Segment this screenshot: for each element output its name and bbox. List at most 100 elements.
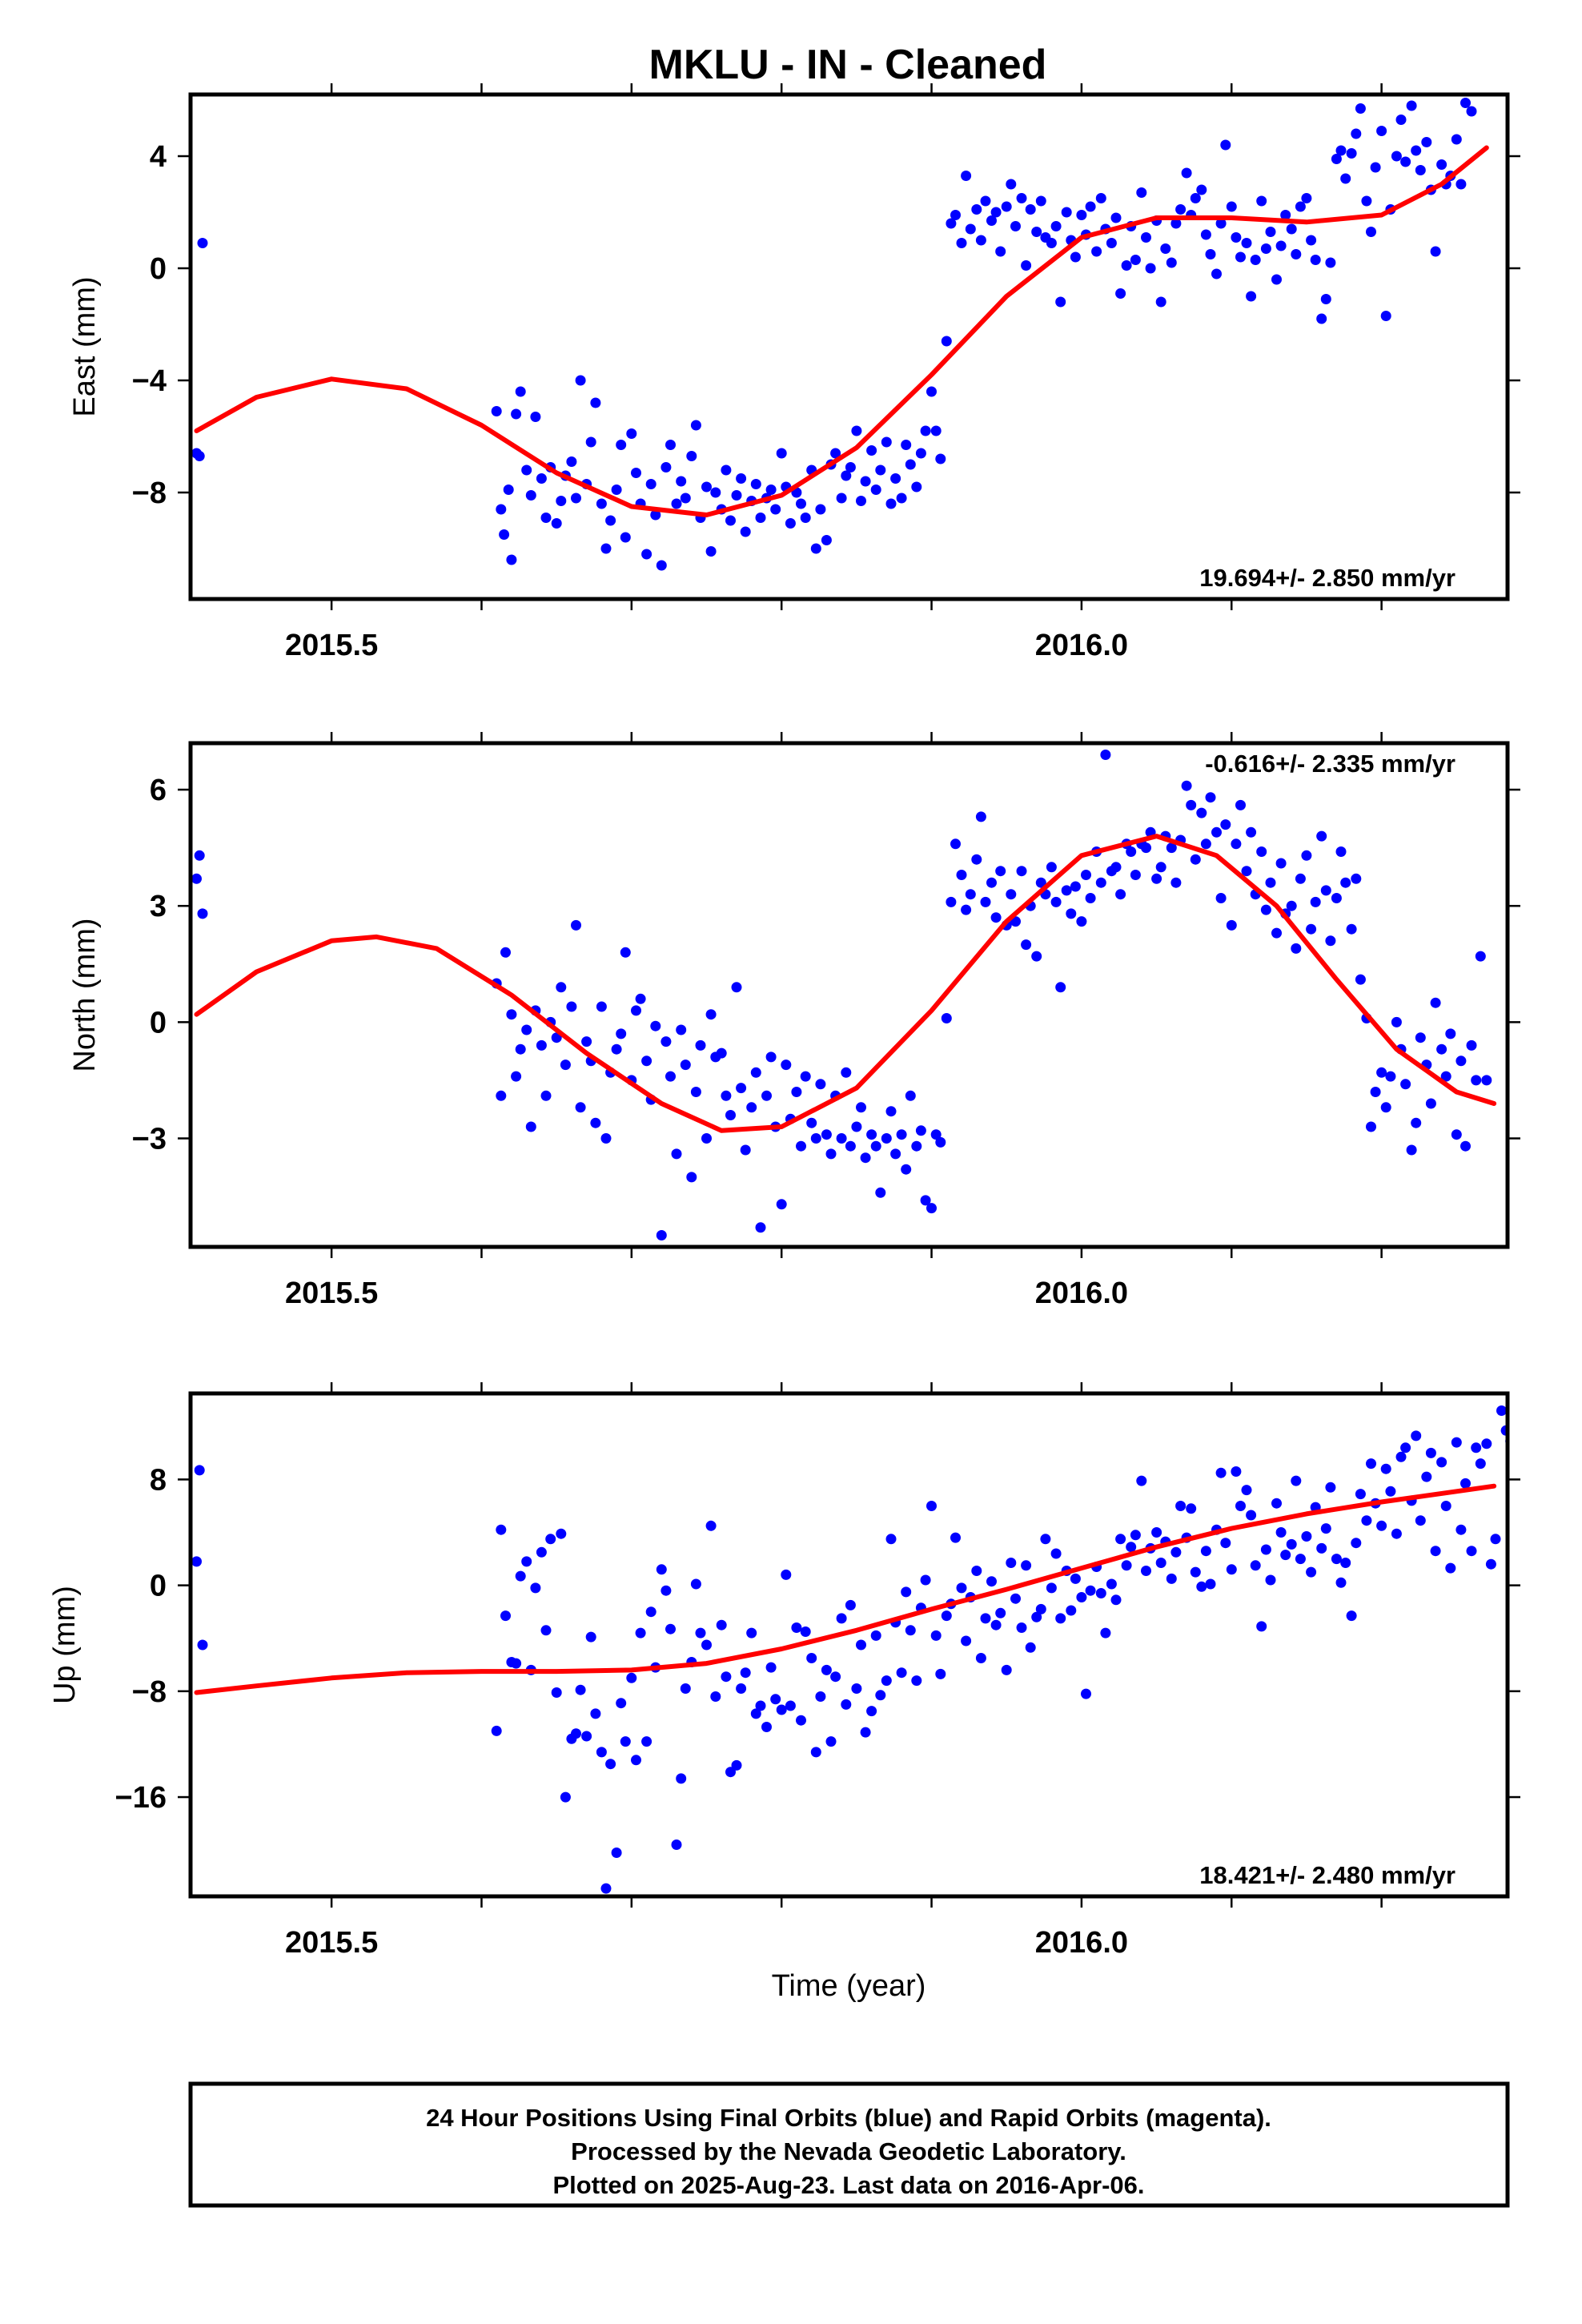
north-data-point <box>525 1121 536 1132</box>
up-data-point <box>856 1639 866 1651</box>
north-data-point <box>901 1164 912 1175</box>
north-data-point <box>930 1129 942 1140</box>
up-data-point <box>1291 1475 1302 1486</box>
north-data-point <box>1295 873 1306 884</box>
north-data-point <box>915 1125 926 1136</box>
north-data-point <box>631 1005 641 1016</box>
east-data-point <box>197 238 208 248</box>
east-data-point <box>1246 291 1257 302</box>
north-plot-frame <box>188 741 1510 1249</box>
east-data-point <box>1175 204 1186 215</box>
up-data-point <box>1376 1520 1387 1531</box>
up-y-tick-label: 0 <box>150 1570 167 1603</box>
up-data-point <box>1335 1577 1347 1588</box>
north-data-point <box>1271 927 1282 939</box>
up-data-point <box>870 1630 881 1641</box>
up-data-point <box>851 1683 862 1694</box>
east-data-point <box>515 386 526 397</box>
east-data-point <box>995 246 1006 257</box>
east-data-point <box>506 554 517 565</box>
up-data-point <box>995 1607 1006 1618</box>
up-data-point <box>776 1704 787 1715</box>
east-plot-frame <box>188 92 1510 601</box>
up-data-point <box>575 1684 586 1695</box>
up-data-point <box>971 1566 982 1576</box>
up-data-point <box>986 1576 997 1587</box>
up-data-point <box>1226 1564 1237 1575</box>
east-data-point <box>1166 257 1177 268</box>
up-data-point <box>841 1699 852 1710</box>
north-data-point <box>695 1039 706 1051</box>
east-data-point <box>990 207 1002 218</box>
east-data-point <box>194 451 205 461</box>
north-data-point <box>1215 893 1227 903</box>
north-data-point <box>1046 862 1057 873</box>
up-x-tick-label: 2016.0 <box>1035 1926 1128 1960</box>
north-data-point <box>1141 842 1151 854</box>
north-data-point <box>1430 997 1441 1008</box>
up-data-point <box>980 1613 991 1624</box>
up-data-point <box>810 1747 821 1758</box>
east-x-tick-label: 2016.0 <box>1035 629 1128 662</box>
up-data-point <box>1231 1466 1242 1477</box>
up-data-point <box>1301 1531 1312 1542</box>
up-data-point <box>1346 1610 1357 1622</box>
up-data-point <box>1205 1578 1216 1590</box>
east-data-point <box>901 440 912 450</box>
up-data-point <box>635 1627 646 1638</box>
north-data-point <box>1031 951 1042 962</box>
north-x-tick-label: 2015.5 <box>285 1277 378 1310</box>
up-data-point <box>1440 1501 1452 1511</box>
up-data-point <box>560 1791 571 1803</box>
up-data-point <box>710 1691 721 1702</box>
up-data-point <box>581 1731 592 1742</box>
north-data-point <box>540 1090 552 1101</box>
up-data-point <box>590 1708 601 1719</box>
north-data-point <box>841 1067 852 1078</box>
east-data-point <box>750 479 761 489</box>
east-data-point <box>866 445 877 456</box>
up-data-point <box>645 1606 656 1618</box>
up-data-point <box>1155 1558 1166 1568</box>
north-data-point <box>701 1133 712 1144</box>
east-data-point <box>556 496 567 506</box>
north-data-point <box>1155 862 1166 873</box>
east-data-point <box>1170 218 1182 229</box>
north-data-point <box>1265 877 1276 888</box>
up-data-point <box>626 1672 637 1683</box>
east-data-point <box>1406 100 1417 111</box>
up-data-point <box>1175 1501 1186 1511</box>
east-data-point <box>830 448 841 459</box>
up-data-point <box>920 1574 931 1586</box>
up-data-point <box>1436 1457 1447 1468</box>
up-data-point <box>990 1619 1002 1630</box>
up-data-point <box>705 1520 717 1531</box>
east-data-point <box>496 504 507 515</box>
east-data-point <box>1070 251 1081 263</box>
up-data-point <box>1395 1451 1407 1462</box>
up-data-point <box>975 1653 986 1663</box>
up-data-point <box>515 1570 526 1582</box>
north-data-point <box>665 1071 676 1082</box>
east-data-point <box>521 464 532 476</box>
up-data-point <box>721 1671 732 1683</box>
east-data-point <box>870 485 881 495</box>
north-data-point <box>851 1121 862 1132</box>
up-data-point <box>755 1700 766 1711</box>
east-data-point <box>1215 218 1227 229</box>
east-data-point <box>881 436 892 448</box>
east-data-point <box>1035 195 1046 207</box>
up-data-point <box>1046 1582 1057 1594</box>
x-axis-label: Time (year) <box>772 1969 926 2003</box>
up-data-point <box>1141 1566 1151 1576</box>
up-data-point <box>695 1627 706 1638</box>
east-data-point <box>1456 179 1467 190</box>
north-data-point <box>1456 1055 1467 1067</box>
east-data-point <box>875 464 886 476</box>
north-data-point <box>191 873 202 884</box>
up-data-point <box>961 1635 972 1647</box>
north-data-point <box>1035 877 1046 888</box>
up-data-point <box>1220 1538 1231 1549</box>
north-data-point <box>656 1230 667 1240</box>
up-velocity-label: 18.421+/- 2.480 mm/yr <box>1199 1861 1456 1889</box>
